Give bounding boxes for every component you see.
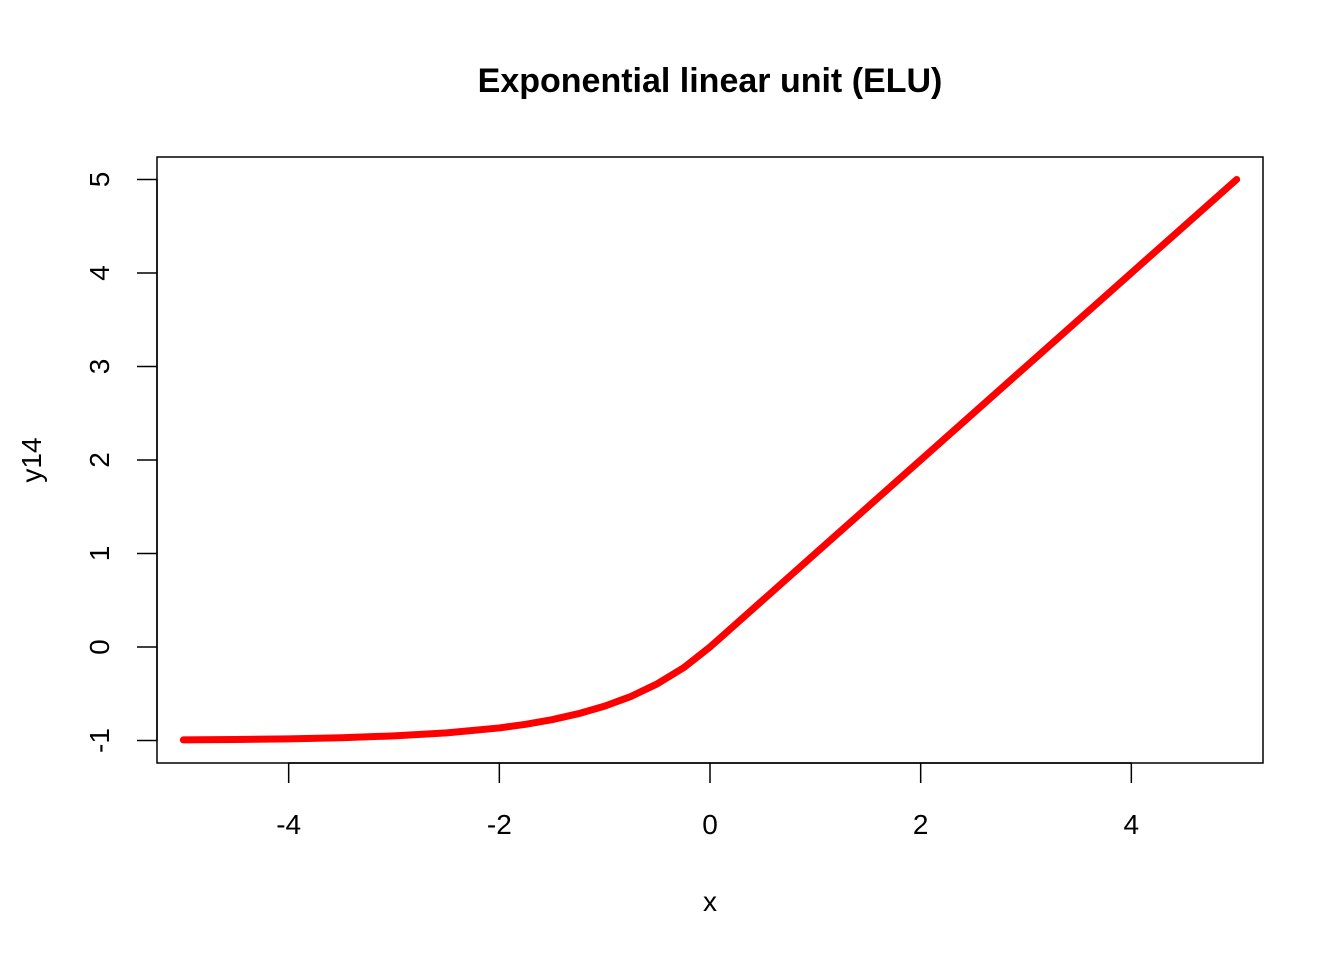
x-tick-label: 4: [1124, 809, 1140, 840]
series-line-0: [179, 175, 1241, 744]
y-tick-label: -1: [84, 728, 115, 753]
chart-title: Exponential linear unit (ELU): [478, 62, 943, 100]
y-tick-label: 1: [84, 546, 115, 562]
y-tick-label: 3: [84, 359, 115, 375]
series-layer: [179, 175, 1241, 744]
x-axis: -4 -2 0 2 4: [276, 762, 1140, 840]
plot-frame: [156, 156, 1264, 764]
x-axis-label: x: [703, 886, 717, 917]
x-tick-label: 0: [702, 809, 718, 840]
y-tick-label: 0: [84, 639, 115, 655]
x-tick-label: -2: [487, 809, 512, 840]
y-tick-label: 2: [84, 452, 115, 468]
y-axis: -1 0 1 2 3 4 5: [84, 172, 158, 753]
y-axis-label: y14: [16, 437, 47, 482]
y-tick-label: 4: [84, 265, 115, 281]
y-tick-label: 5: [84, 172, 115, 188]
x-tick-label: -4: [276, 809, 301, 840]
x-tick-label: 2: [913, 809, 929, 840]
